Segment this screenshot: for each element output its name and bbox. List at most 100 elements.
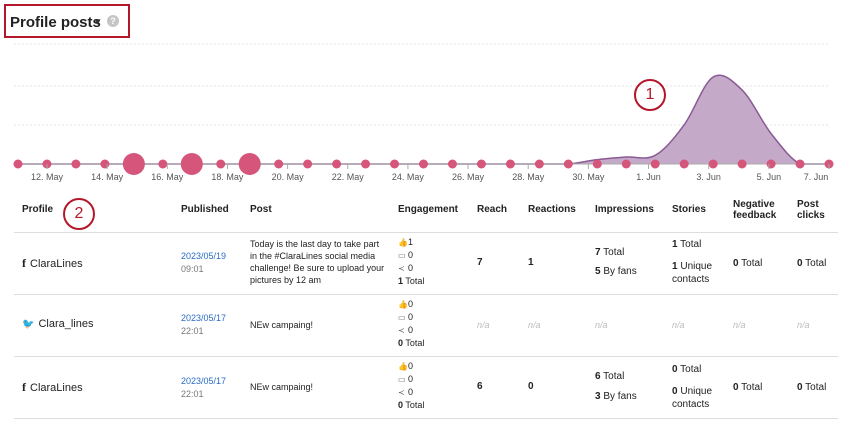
post-marker[interactable] [650, 159, 660, 169]
post-marker[interactable] [476, 159, 486, 169]
post-markers [13, 153, 834, 175]
stories-unique: 1 Unique contacts [672, 260, 712, 286]
post-marker[interactable] [361, 159, 371, 169]
impressions-fans-value: 5 [595, 266, 601, 277]
impressions-total: 7 Total [595, 247, 624, 258]
x-tick-label: 12. May [31, 172, 64, 182]
reach-na: n/a [477, 320, 490, 330]
post-marker[interactable] [737, 159, 747, 169]
post-marker[interactable] [238, 153, 261, 175]
post-marker[interactable] [303, 159, 313, 169]
profile-name: Clara_lines [38, 318, 94, 330]
post-marker[interactable] [122, 153, 145, 175]
profile-cell[interactable]: f ClaraLines [22, 256, 83, 271]
post-marker[interactable] [534, 159, 544, 169]
header-stories[interactable]: Stories [672, 204, 706, 215]
impressions-total-label: Total [603, 247, 625, 258]
header-engagement[interactable]: Engagement [398, 204, 459, 215]
post-marker[interactable] [592, 159, 602, 169]
table-row[interactable]: f ClaraLines 2023/05/17 22:01 NEw campain… [14, 356, 838, 419]
post-marker[interactable] [505, 159, 515, 169]
post-marker[interactable] [216, 159, 226, 169]
published-time: 09:01 [181, 264, 204, 274]
post-marker[interactable] [563, 159, 573, 169]
post-marker[interactable] [795, 159, 805, 169]
comment-icon: ▭ [398, 313, 406, 322]
stories-unique-value: 1 [672, 261, 678, 272]
reach-value: 7 [477, 257, 483, 268]
header-impressions[interactable]: Impressions [595, 204, 654, 215]
table-row[interactable]: f ClaraLines 2023/05/19 09:01 Today is th… [14, 232, 838, 295]
impressions-total: 6 Total [595, 371, 624, 382]
shares-count: 0 [408, 387, 414, 397]
comments-count: 0 [408, 374, 414, 384]
header-clicks-label: clicks [797, 210, 825, 221]
post-marker[interactable] [274, 159, 284, 169]
x-tick-label: 5. Jun [757, 172, 782, 182]
post-marker[interactable] [180, 153, 203, 175]
engagement-cell: 👍1 ▭ 0 ≺ 0 1 Total [398, 236, 424, 288]
stories-na: n/a [672, 320, 685, 330]
x-tick-label: 3. Jun [696, 172, 721, 182]
callout-2: 2 [63, 198, 95, 230]
engagement-cell: 👍0 ▭ 0 ≺ 0 0 Total [398, 360, 424, 412]
post-marker[interactable] [332, 159, 342, 169]
caret-down-icon[interactable]: ▾ [95, 16, 101, 28]
negative-feedback-cell: 0 Total [733, 258, 762, 269]
post-clicks-cell: 0 Total [797, 258, 826, 269]
impressions-total-label: Total [603, 371, 625, 382]
stories-total: 0 Total [672, 364, 701, 375]
x-tick-label: 18. May [211, 172, 244, 182]
published-date[interactable]: 2023/05/19 [181, 251, 227, 261]
post-marker[interactable] [447, 159, 457, 169]
post-clicks-label: Total [805, 258, 827, 269]
header-reactions[interactable]: Reactions [528, 204, 576, 215]
post-marker[interactable] [708, 159, 718, 169]
post-marker[interactable] [419, 159, 428, 169]
x-tick-label: 22. May [332, 172, 365, 182]
header-feedback-label: feedback [733, 210, 777, 221]
x-tick-label: 26. May [452, 172, 485, 182]
x-tick-label: 1. Jun [636, 172, 661, 182]
stories-contacts-label: contacts [672, 274, 710, 285]
post-marker[interactable] [13, 159, 23, 169]
engagement-total-label: Total [405, 338, 425, 348]
published-date[interactable]: 2023/05/17 [181, 313, 227, 323]
title-highlight-box [4, 4, 130, 38]
published-date[interactable]: 2023/05/17 [181, 376, 227, 386]
header-negative-feedback[interactable]: Negative feedback [733, 199, 776, 221]
profile-cell[interactable]: 🐦 Clara_lines [22, 318, 93, 330]
header-reach[interactable]: Reach [477, 204, 508, 215]
engagement-total-label: Total [405, 400, 425, 410]
header-published[interactable]: Published [181, 204, 229, 215]
header-post[interactable]: Post [250, 204, 272, 215]
header-post-clicks[interactable]: Post clicks [797, 199, 825, 221]
profile-cell[interactable]: f ClaraLines [22, 380, 83, 395]
header-profile[interactable]: Profile [22, 204, 54, 215]
reach-value: 6 [477, 381, 483, 392]
help-icon[interactable]: ? [107, 15, 119, 27]
negative-feedback-na: n/a [733, 320, 746, 330]
negative-feedback-cell: 0 Total [733, 382, 762, 393]
table-row[interactable]: 🐦 Clara_lines 2023/05/17 22:01 NEw campai… [14, 294, 838, 357]
thumbs-up-icon: 👍 [398, 300, 408, 309]
post-marker[interactable] [390, 159, 400, 169]
stories-total: 1 Total [672, 239, 701, 250]
post-marker[interactable] [621, 159, 631, 169]
profile-name: ClaraLines [30, 258, 83, 270]
header-post-label: Post [797, 199, 819, 210]
engagement-total: 0 [398, 338, 404, 348]
stories-total-value: 0 [672, 364, 678, 375]
reactions-value: 1 [528, 257, 534, 268]
post-marker[interactable] [100, 159, 110, 169]
stories-unique: 0 Unique contacts [672, 385, 712, 411]
post-text: Today is the last day to take part in th… [250, 239, 385, 285]
shares-count: 0 [408, 325, 414, 335]
page-title[interactable]: Profile posts [10, 14, 101, 31]
post-marker[interactable] [766, 159, 776, 169]
post-marker[interactable] [679, 159, 689, 169]
stories-unique-value: 0 [672, 386, 678, 397]
x-tick-label: 7. Jun [804, 172, 829, 182]
post-marker[interactable] [158, 159, 168, 169]
post-marker[interactable] [71, 159, 81, 169]
